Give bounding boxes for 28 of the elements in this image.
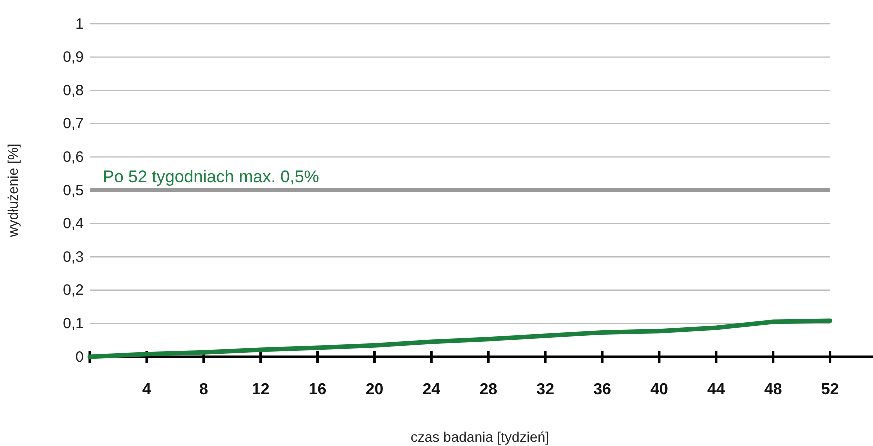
y-tick-label: 0 [76, 348, 84, 366]
y-tick-label: 0,5 [63, 182, 84, 200]
y-tick-label: 0,9 [63, 49, 84, 66]
x-tick-label: 48 [764, 381, 782, 398]
y-tick-label: 0,1 [63, 316, 84, 332]
x-tick-label: 32 [536, 381, 555, 398]
y-tick-label: 0,7 [63, 116, 84, 133]
x-tick-label: 44 [708, 381, 726, 398]
y-tick-label: 0,3 [63, 248, 84, 266]
x-tick-label: 20 [366, 381, 384, 398]
x-axis-title: czas badania [tydzień] [410, 429, 550, 445]
ref-line-label: Po 52 tygodniach max. 0,5% [103, 168, 320, 186]
x-tick-label: 36 [594, 381, 612, 398]
y-tick-label: 0,8 [63, 82, 84, 100]
x-tick-label: 12 [252, 381, 270, 398]
x-tick-label: 24 [422, 381, 441, 398]
x-tick-label: 52 [821, 381, 840, 398]
x-tick-label: 4 [142, 381, 152, 398]
y-tick-label: 1 [76, 16, 84, 33]
y-tick-label: 0,2 [63, 282, 84, 300]
x-tick-label: 28 [480, 381, 498, 398]
x-tick-label: 8 [199, 381, 208, 398]
x-tick-label: 16 [308, 381, 327, 398]
y-tick-label: 0,6 [63, 149, 84, 166]
y-axis-title: wydłużenie [%] [5, 144, 21, 238]
x-tick-label: 40 [650, 381, 668, 398]
line-series [88, 318, 833, 360]
y-tick-label: 0,4 [63, 216, 84, 233]
